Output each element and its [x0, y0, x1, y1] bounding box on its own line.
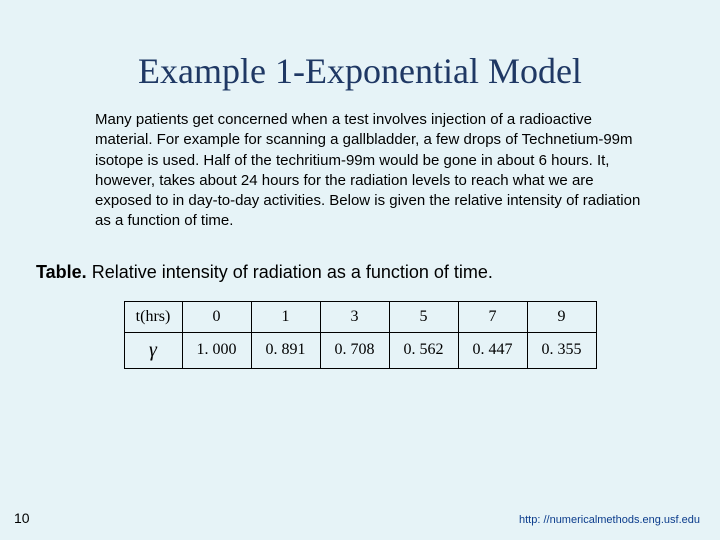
table-cell: 0: [182, 301, 251, 332]
body-paragraph: Many patients get concerned when a test …: [95, 110, 650, 232]
table-cell: 3: [320, 301, 389, 332]
table-row: γ 1. 000 0. 891 0. 708 0. 562 0. 447 0. …: [124, 332, 596, 368]
row-label-t: t(hrs): [124, 301, 182, 332]
table-cell: 0. 891: [251, 332, 320, 368]
table-cell: 5: [389, 301, 458, 332]
page-number: 10: [14, 510, 30, 526]
gamma-symbol: γ: [149, 339, 157, 361]
slide-title: Example 1-Exponential Model: [0, 50, 720, 92]
row-label-gamma: γ: [124, 332, 182, 368]
table-caption: Table. Relative intensity of radiation a…: [36, 262, 720, 283]
table-cell: 1. 000: [182, 332, 251, 368]
table-cell: 9: [527, 301, 596, 332]
table-cell: 0. 355: [527, 332, 596, 368]
table-cell: 1: [251, 301, 320, 332]
data-table: t(hrs) 0 1 3 5 7 9 γ 1. 000 0. 891 0. 70…: [124, 301, 597, 369]
table-cell: 0. 562: [389, 332, 458, 368]
footer-url: http: //numericalmethods.eng.usf.edu: [519, 514, 700, 526]
table-cell: 0. 708: [320, 332, 389, 368]
table-row: t(hrs) 0 1 3 5 7 9: [124, 301, 596, 332]
slide: Example 1-Exponential Model Many patient…: [0, 0, 720, 540]
table-caption-text: Relative intensity of radiation as a fun…: [87, 262, 493, 282]
table-caption-label: Table.: [36, 262, 87, 282]
table-cell: 7: [458, 301, 527, 332]
table-cell: 0. 447: [458, 332, 527, 368]
